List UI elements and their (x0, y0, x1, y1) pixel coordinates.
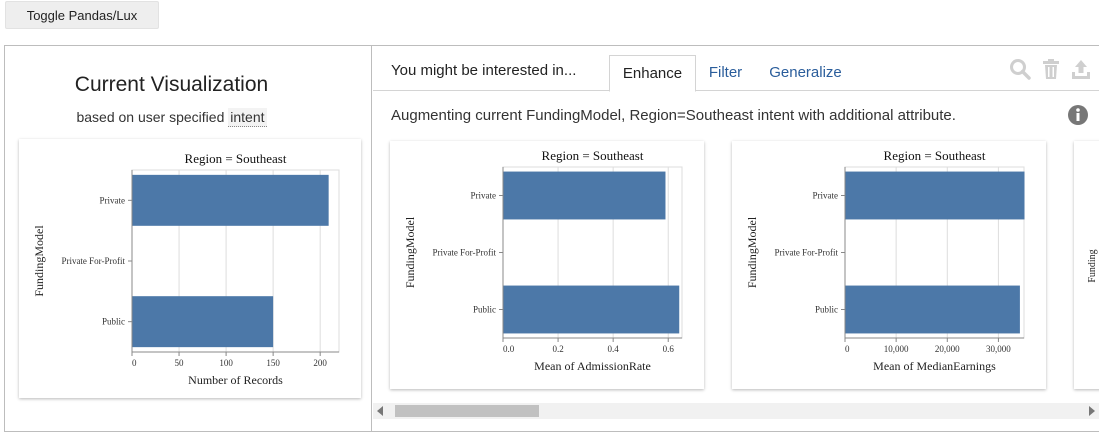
recommendation-chart-admissionrate: Private Private For-Profit Public 0.0 0.2 0.4… (403, 148, 683, 373)
y-axis-label: FundingModel (403, 216, 417, 288)
bar (132, 174, 329, 226)
scroll-left-arrow-icon[interactable] (377, 406, 383, 416)
x-tick-label: 0.2 (552, 344, 563, 354)
recommendation-chart-card[interactable]: Private Private For-Profit Public 0 10,000 20… (732, 141, 1046, 389)
scroll-thumb[interactable] (395, 405, 539, 417)
y-axis-label: FundingModel (32, 225, 46, 297)
x-tick-label: 0.6 (663, 344, 675, 354)
bar (503, 171, 666, 220)
x-axis-label: Mean of MedianEarnings (873, 359, 996, 373)
y-tick-label: Public (473, 305, 496, 315)
x-tick-label: 200 (313, 358, 327, 368)
tab-enhance[interactable]: Enhance (609, 55, 696, 92)
y-tick-label: Public (815, 305, 838, 315)
info-icon[interactable] (1067, 104, 1089, 126)
recommendation-chart-medianearnings: Private Private For-Profit Public 0 10,000 20… (745, 148, 1025, 373)
x-tick-label: 0 (132, 358, 137, 368)
x-tick-label: 150 (266, 358, 280, 368)
y-tick-label: Private (471, 191, 497, 201)
current-visualization-title: Current Visualization (74, 73, 269, 96)
x-tick-label: 10,000 (884, 344, 909, 354)
trash-icon[interactable] (1040, 58, 1062, 80)
x-tick-label: 0.0 (503, 344, 515, 354)
x-tick-label: 30,000 (986, 344, 1011, 354)
x-axis-label: Number of Records (188, 373, 283, 387)
recommendation-tabbar: You might be interested in... Enhance Fi… (373, 46, 1099, 92)
bar (132, 296, 274, 348)
y-tick-label: Private (813, 191, 839, 201)
x-tick-label: 50 (175, 358, 185, 368)
recommendation-chart-card-partial[interactable]: Funding (1074, 141, 1099, 389)
y-tick-label: Private For-Profit (61, 256, 125, 266)
y-tick-label: Private (100, 195, 126, 205)
subtitle-prefix: based on user specified (76, 109, 225, 125)
chart-title: Region = Southeast (185, 151, 287, 166)
current-visualization-panel: Current Visualization based on user spec… (5, 46, 372, 431)
y-axis-label: FundingModel (745, 216, 759, 288)
tabbar-header-label: You might be interested in... (391, 62, 577, 79)
x-tick-label: 0.4 (608, 344, 620, 354)
chart-title: Region = Southeast (542, 148, 644, 163)
recommendations-panel: You might be interested in... Enhance Fi… (373, 46, 1099, 431)
x-tick-label: 20,000 (935, 344, 960, 354)
x-axis-label: Mean of AdmissionRate (534, 359, 651, 373)
tab-description: Augmenting current FundingModel, Region=… (391, 107, 956, 124)
horizontal-scrollbar[interactable] (373, 403, 1099, 419)
scroll-right-arrow-icon[interactable] (1089, 406, 1095, 416)
y-tick-label: Private For-Profit (774, 248, 838, 258)
search-icon[interactable] (1009, 58, 1031, 80)
upload-icon[interactable] (1070, 58, 1092, 80)
current-chart: Private Private For-Profit Public 0 50 100 150… (32, 151, 340, 387)
tab-generalize[interactable]: Generalize (769, 64, 842, 81)
toggle-pandas-lux-button[interactable]: Toggle Pandas/Lux (5, 1, 159, 29)
intent-term: intent (228, 108, 267, 127)
x-tick-label: 100 (219, 358, 233, 368)
chart-title: Region = Southeast (884, 148, 986, 163)
partial-chart-ylabel: Funding (1087, 249, 1098, 282)
bar (845, 171, 1025, 220)
y-tick-label: Public (102, 317, 125, 327)
x-tick-label: 0 (845, 344, 850, 354)
recommendation-chart-card[interactable]: Private Private For-Profit Public 0.0 0.2 0.4… (390, 141, 704, 389)
y-tick-label: Private For-Profit (432, 248, 496, 258)
partial-chart: Funding (1087, 249, 1098, 282)
bar (503, 285, 680, 334)
bar (845, 285, 1020, 334)
current-visualization-subtitle: based on user specified intent (5, 108, 338, 127)
current-chart-card[interactable]: Private Private For-Profit Public 0 50 100 150… (19, 139, 361, 398)
tab-filter[interactable]: Filter (708, 64, 743, 81)
lux-widget: Current Visualization based on user spec… (4, 45, 1099, 432)
